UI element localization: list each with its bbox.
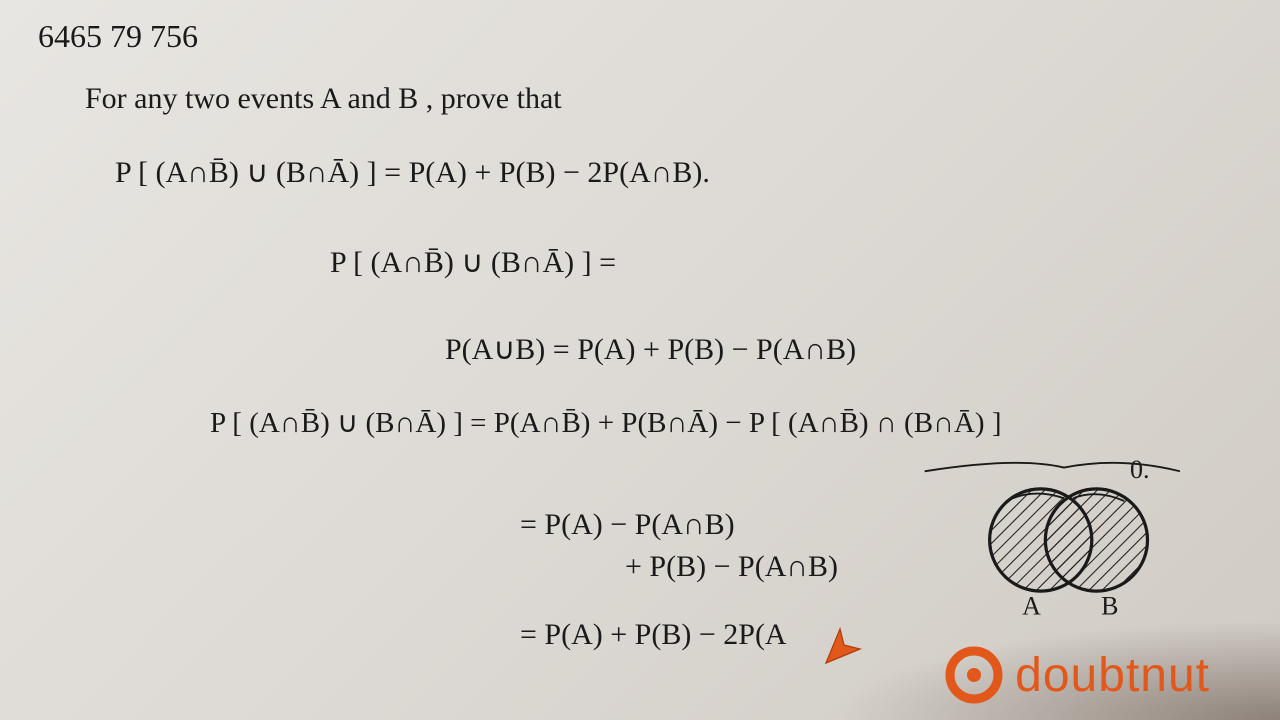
union-rule: P(A∪B) = P(A) + P(B) − P(A∩B) xyxy=(445,332,856,367)
doubtnut-logo: doubtnut xyxy=(943,630,1210,720)
brace-icon xyxy=(925,463,1180,471)
final-line: = P(A) + P(B) − 2P(A xyxy=(520,618,787,652)
problem-stem: For any two events A and B , prove that xyxy=(85,82,562,116)
logo-ring-icon xyxy=(943,644,1005,706)
statement: P [ (A∩B̄) ∪ (B∩Ā) ] = P(A) + P(B) − 2P(… xyxy=(115,155,710,190)
venn-label-b: B xyxy=(1101,591,1118,620)
venn-svg: A B xyxy=(920,455,1180,625)
step-1: P [ (A∩B̄) ∪ (B∩Ā) ] = xyxy=(330,245,616,280)
venn-diagram: A B xyxy=(920,455,1140,595)
problem-id: 6465 79 756 xyxy=(38,18,198,55)
cursor-icon xyxy=(820,625,860,665)
logo-text: doubtnut xyxy=(1015,648,1210,703)
step-3a: = P(A) − P(A∩B) xyxy=(520,508,735,542)
step-3b: + P(B) − P(A∩B) xyxy=(625,550,838,584)
page-root: 6465 79 756 For any two events A and B ,… xyxy=(0,0,1280,720)
venn-label-a: A xyxy=(1022,591,1041,620)
expansion: P [ (A∩B̄) ∪ (B∩Ā) ] = P(A∩B̄) + P(B∩Ā) … xyxy=(210,405,1001,440)
